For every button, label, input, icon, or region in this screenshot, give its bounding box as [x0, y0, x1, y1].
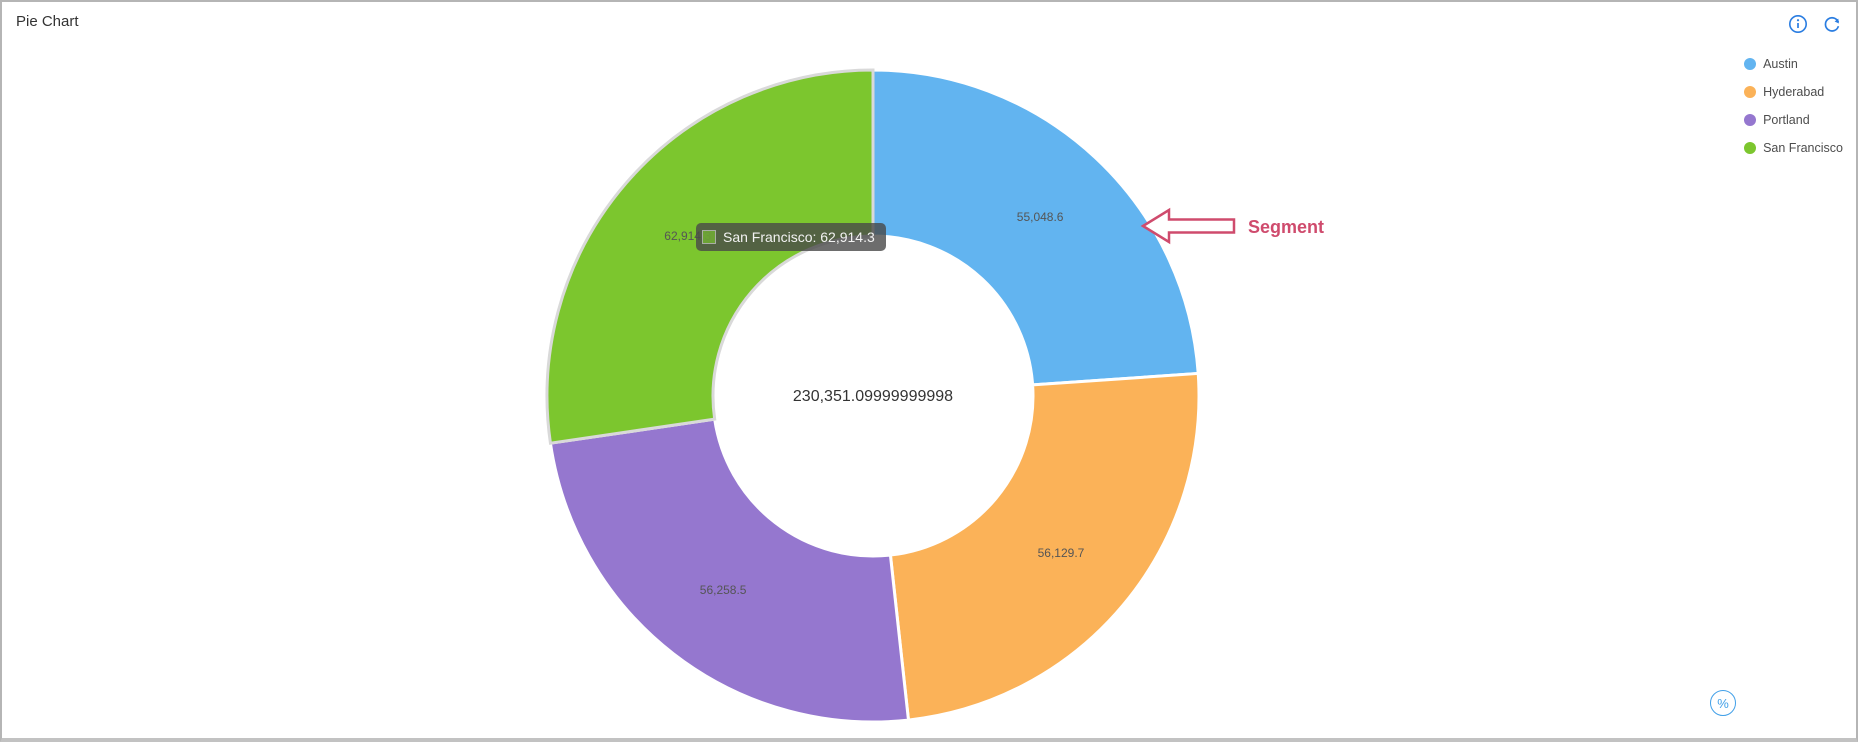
pie-segment-portland[interactable]: [548, 417, 911, 724]
legend-swatch-icon: [1744, 141, 1757, 154]
legend-item-austin[interactable]: Austin: [1744, 54, 1843, 73]
legend-label: Portland: [1763, 112, 1810, 127]
refresh-icon[interactable]: [1822, 14, 1842, 34]
legend-item-portland[interactable]: Portland: [1744, 110, 1843, 129]
widget-toolbar: [1788, 14, 1842, 34]
legend-label: Hyderabad: [1763, 84, 1825, 99]
legend-swatch-icon: [1744, 85, 1757, 98]
tooltip-swatch-icon: [702, 230, 716, 244]
chart-legend: Austin Hyderabad Portland San Francisco: [1744, 54, 1843, 166]
pie-segment-hyderabad[interactable]: [888, 371, 1201, 722]
donut-slices: [545, 68, 1201, 724]
segment-value-label: 55,048.6: [1017, 210, 1064, 224]
center-total-value: 230,351.09999999998: [793, 388, 953, 405]
legend-swatch-icon: [1744, 113, 1757, 126]
segment-annotation: Segment: [1140, 207, 1324, 245]
legend-item-hyderabad[interactable]: Hyderabad: [1744, 82, 1843, 101]
info-icon[interactable]: [1788, 14, 1808, 34]
segment-value-label: 56,258.5: [700, 583, 747, 597]
legend-label: Austin: [1763, 56, 1798, 71]
widget-title: Pie Chart: [16, 13, 79, 30]
annotation-label: Segment: [1248, 217, 1324, 237]
percent-toggle-button[interactable]: %: [1710, 690, 1736, 716]
segment-value-label: 56,129.7: [1038, 546, 1085, 560]
legend-item-san-francisco[interactable]: San Francisco: [1744, 138, 1843, 157]
annotation-arrow-icon: [1140, 207, 1236, 245]
pie-segment-austin[interactable]: [871, 68, 1200, 387]
pie-segment-san-francisco[interactable]: [545, 68, 875, 445]
legend-swatch-icon: [1744, 57, 1757, 70]
chart-tooltip: San Francisco: 62,914.3: [696, 223, 886, 251]
tooltip-text: San Francisco: 62,914.3: [723, 229, 875, 245]
legend-label: San Francisco: [1763, 140, 1843, 155]
